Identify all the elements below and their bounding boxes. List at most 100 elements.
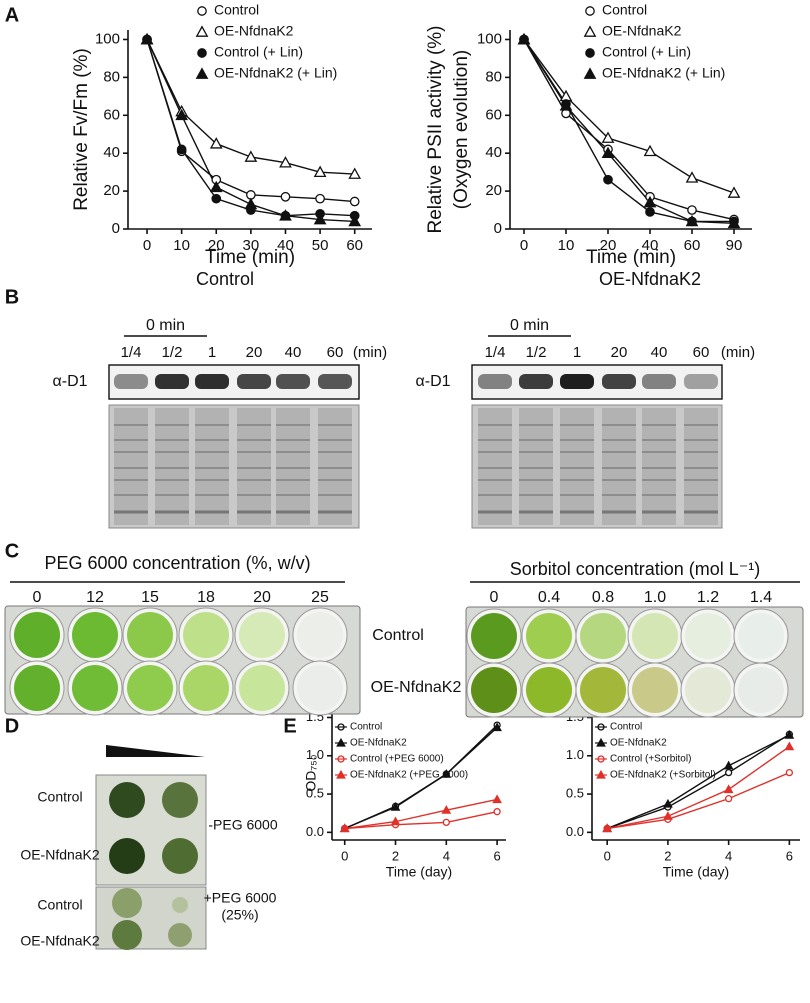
marker — [390, 801, 401, 811]
x-tick-label: 40 — [277, 237, 294, 254]
marker — [348, 167, 362, 179]
marker — [492, 722, 502, 732]
gel-lane — [237, 408, 271, 525]
blot-band — [237, 374, 271, 389]
well — [471, 613, 517, 659]
series-line — [523, 39, 735, 194]
blot-band — [195, 374, 229, 389]
x-axis-title: Time (day) — [386, 864, 452, 880]
legend-marker — [583, 67, 597, 79]
marker — [140, 32, 154, 45]
marker — [559, 99, 573, 111]
blot-frame — [471, 364, 723, 400]
legend-marker — [585, 48, 595, 58]
marker — [723, 784, 734, 794]
marker — [687, 205, 697, 215]
well — [72, 612, 118, 658]
well — [685, 613, 731, 659]
series-line — [606, 733, 790, 830]
blot-band — [478, 374, 512, 389]
marker — [493, 808, 501, 816]
concentration-label: 18 — [197, 589, 215, 606]
legend-label: OE-NfdnaK2 — [214, 23, 294, 39]
y-tick-label: 1.0 — [566, 747, 584, 762]
y-tick-label: 40 — [485, 144, 502, 161]
gel-lane — [642, 408, 676, 525]
concentration-label: 1.0 — [644, 589, 666, 606]
marker — [724, 768, 733, 777]
x-tick-label: 10 — [173, 237, 190, 254]
x-tick-label: 20 — [600, 237, 617, 254]
spot-row-label: OE-NfdnaK2 — [20, 847, 100, 863]
gel-lane — [684, 408, 718, 525]
marker — [244, 197, 258, 210]
x-tick-label: 30 — [243, 237, 260, 254]
lane-label: 1/4 — [485, 344, 506, 361]
lane-label: 40 — [651, 344, 668, 361]
lane-label: 1/2 — [526, 344, 547, 361]
marker — [784, 741, 795, 751]
marker — [643, 195, 657, 208]
x-tick-label: 50 — [312, 237, 329, 254]
y-tick-label: 100 — [95, 30, 120, 47]
gel-lane — [560, 408, 594, 525]
well — [183, 665, 229, 711]
concentration-label: 0 — [33, 589, 42, 606]
x-tick-label: 0 — [604, 848, 611, 863]
x-tick-label: 60 — [684, 237, 701, 254]
y-tick-label: 0.5 — [566, 785, 584, 800]
legend-label: OE-NfdnaK2 (+ Lin) — [602, 65, 725, 81]
y-tick-label: 0.0 — [566, 824, 584, 839]
legend-label: OE-NfdnaK2 — [602, 23, 682, 39]
marker — [643, 144, 657, 157]
well — [239, 665, 285, 711]
well — [127, 612, 173, 658]
blot-title: Control — [196, 269, 254, 289]
marker — [390, 816, 401, 826]
panel-label: D — [5, 715, 19, 737]
x-tick-label: 60 — [346, 237, 363, 254]
time-group: 0 min — [510, 317, 549, 334]
lane-label: 1 — [208, 344, 216, 361]
series-line — [607, 746, 790, 830]
concentration-label: 1.2 — [697, 589, 719, 606]
marker — [685, 214, 699, 227]
blot-band — [560, 374, 594, 389]
marker — [209, 180, 223, 193]
condition-label: (25%) — [221, 907, 258, 923]
marker — [209, 137, 223, 149]
concentration-label: 20 — [253, 589, 271, 606]
blot-band — [519, 374, 553, 389]
blot-band — [276, 374, 310, 389]
lane-label: 20 — [611, 344, 628, 361]
lane-label: 40 — [285, 344, 302, 361]
gel-lane — [478, 408, 512, 525]
well — [580, 667, 626, 713]
y-tick-label: 100 — [477, 30, 502, 47]
marker — [279, 156, 292, 168]
legend-label: Control (+PEG 6000) — [350, 754, 444, 765]
x-tick-label: 90 — [726, 237, 743, 254]
well — [526, 667, 572, 713]
well — [297, 665, 343, 711]
y-tick-label: 0 — [494, 220, 502, 237]
well — [297, 612, 343, 658]
condition-label: -PEG 6000 — [208, 817, 277, 833]
condition-label: +PEG 6000 — [204, 890, 277, 906]
well — [239, 612, 285, 658]
spot — [109, 782, 145, 818]
spot — [162, 838, 198, 874]
concentration-label: 0.8 — [592, 589, 614, 606]
antibody: α-D1 — [52, 373, 87, 390]
y-tick-label: 0 — [112, 220, 120, 237]
blot-band — [155, 374, 189, 389]
lane-label: 20 — [246, 344, 263, 361]
row-label: OE-NfdnaK2 — [371, 679, 462, 696]
spot — [109, 838, 145, 874]
marker — [727, 216, 741, 229]
marker — [176, 144, 187, 155]
legend-marker — [195, 67, 209, 79]
marker — [315, 193, 325, 204]
lane-label: 1 — [573, 344, 581, 361]
y-tick-label: 60 — [485, 106, 502, 123]
